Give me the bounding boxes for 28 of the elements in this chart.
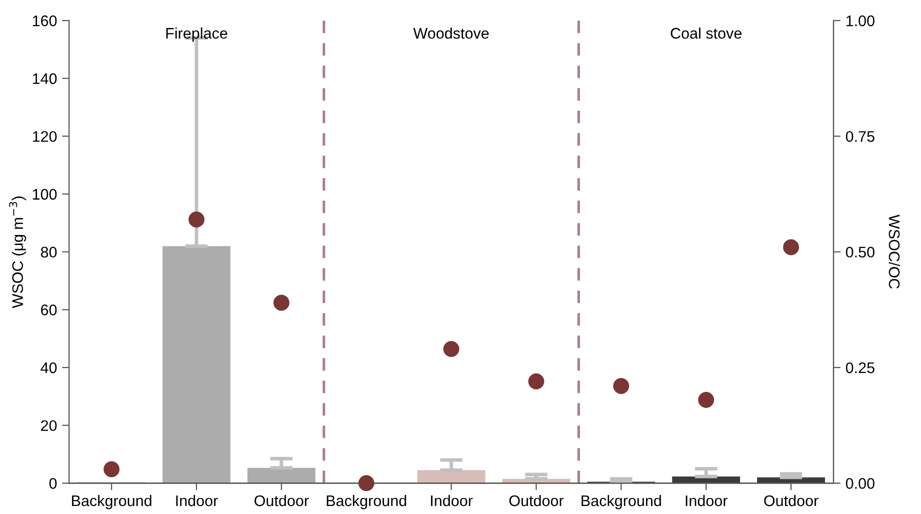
annotation: Woodstove [413, 28, 489, 39]
x-tick-label: Outdoor [254, 494, 309, 506]
x-tick-label: Background [582, 494, 661, 510]
y2-tick-label: 0.50 [846, 246, 874, 258]
x-tick-label: Indoor [176, 494, 218, 506]
y-tick-label: 20 [41, 420, 57, 432]
x-tick-label: Indoor [686, 494, 728, 506]
y-tick-label: 100 [32, 188, 57, 200]
y-tick-label: 0 [49, 478, 57, 489]
x-tick-label: Background [326, 494, 406, 510]
y-tick-label: 140 [32, 73, 57, 84]
y-tick-label: 160 [32, 15, 57, 26]
x-tick-label: Background [72, 494, 152, 510]
annotation: Fireplace [166, 28, 228, 42]
y2-tick-label: 0.00 [846, 478, 874, 489]
y2-tick-label: 1.00 [846, 15, 874, 26]
y-axis-title: WSOC (μg m$^{−3}$) [9, 196, 26, 308]
x-tick-label: Indoor [431, 494, 473, 506]
y-tick-label: 80 [40, 246, 57, 258]
x-tick-label: Outdoor [509, 494, 564, 506]
y-tick-label: 40 [40, 362, 57, 374]
y2-tick-label: 0.75 [846, 131, 874, 142]
x-tick-label: Outdoor [764, 494, 818, 506]
y2-axis-title: WSOC/OC [888, 214, 900, 289]
annotation: Coal stove [670, 28, 742, 39]
y2-tick-label: 0.25 [846, 362, 874, 374]
y-tick-label: 60 [41, 304, 57, 316]
y-tick-label: 120 [32, 131, 57, 142]
